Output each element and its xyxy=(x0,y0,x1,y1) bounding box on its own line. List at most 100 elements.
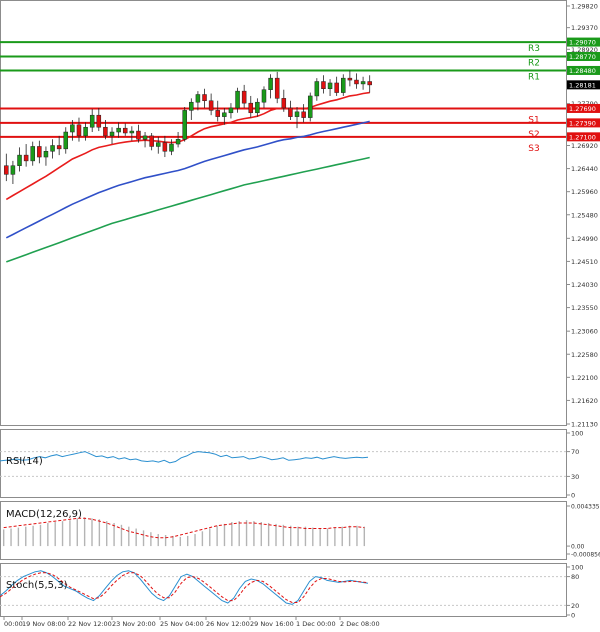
candle-body xyxy=(327,82,333,89)
candle-body xyxy=(334,82,339,93)
candle-body xyxy=(156,142,161,147)
candle-body xyxy=(367,81,372,86)
candle-body xyxy=(175,138,181,145)
price-tick-label: 1.22100 xyxy=(571,374,598,382)
level-name-r1: R1 xyxy=(528,72,540,82)
candle-body xyxy=(37,146,42,158)
candle-body xyxy=(321,81,326,89)
candle-body xyxy=(314,81,320,97)
candle-body xyxy=(142,135,148,140)
macd-panel xyxy=(0,501,567,560)
price-tick-label: 1.25480 xyxy=(571,211,598,219)
time-tick-label: 23 Nov 20:00 xyxy=(112,620,156,628)
level-price-label-s2: 1.27390 xyxy=(569,119,596,127)
level-name-r3: R3 xyxy=(528,44,540,54)
stoch-tick-label: 20 xyxy=(571,602,579,610)
candle-body xyxy=(347,77,353,81)
time-tick-label: 29 Nov 16:00 xyxy=(250,620,294,628)
level-price-tag-r3 xyxy=(567,37,600,47)
time-tick-label: 00:00 xyxy=(4,620,23,628)
candle-body xyxy=(294,111,300,117)
macd-tick-label: -0.000856 xyxy=(571,552,600,559)
candle-body xyxy=(129,130,135,134)
price-tick-label: 1.22580 xyxy=(571,351,598,359)
candle-body xyxy=(307,95,313,118)
macd-tick-label: 0.00 xyxy=(571,544,585,551)
price-tick-label: 1.24990 xyxy=(571,235,598,243)
current-price-label: 1.28181 xyxy=(569,81,596,89)
level-price-label-r2: 1.28770 xyxy=(569,53,596,61)
level-price-tag-r2 xyxy=(567,52,600,62)
candle-body xyxy=(23,154,29,162)
stoch-tick-label: 0 xyxy=(571,612,575,620)
candle-body xyxy=(195,94,201,103)
candle-body xyxy=(274,77,280,99)
candle-body xyxy=(76,124,82,137)
current-price-tag xyxy=(567,80,600,90)
level-price-label-r1: 1.28480 xyxy=(569,67,596,75)
candle-body xyxy=(182,110,187,140)
candle-body xyxy=(43,151,49,158)
price-tick-label: 1.24030 xyxy=(571,281,598,289)
stoch-signal-line xyxy=(0,572,369,603)
level-price-tag-s3 xyxy=(567,132,600,142)
level-name-r2: R2 xyxy=(528,59,540,69)
candle-body xyxy=(228,107,234,114)
candle-body xyxy=(202,94,207,102)
candle-body xyxy=(301,111,306,118)
candle-body xyxy=(341,77,346,93)
candle-body xyxy=(255,101,260,114)
candle-body xyxy=(162,142,168,152)
candle-body xyxy=(30,146,35,162)
level-name-s3: S3 xyxy=(528,144,539,154)
candle-body xyxy=(281,98,287,109)
rsi-title: RSI(14) xyxy=(6,456,43,467)
candle-body xyxy=(10,165,16,175)
candle-body xyxy=(208,100,214,111)
candle-body xyxy=(17,154,22,166)
candle-body xyxy=(116,127,121,133)
candle-body xyxy=(96,114,102,128)
rsi-tick-label: 100 xyxy=(571,430,583,438)
candle-body xyxy=(268,77,273,90)
level-price-label-s3: 1.27100 xyxy=(569,133,596,141)
rsi-tick-label: 70 xyxy=(571,448,579,456)
price-tick-label: 1.26440 xyxy=(571,165,598,173)
level-price-label-r3: 1.29070 xyxy=(569,39,596,47)
price-tick-label: 1.26920 xyxy=(571,142,598,150)
candle-body xyxy=(89,114,95,128)
price-tick-label: 1.28920 xyxy=(571,46,598,54)
stoch-panel xyxy=(0,563,567,617)
rsi-panel xyxy=(0,429,567,498)
candle-body xyxy=(288,107,293,117)
candle-body xyxy=(261,89,267,103)
candle-body xyxy=(83,126,88,137)
candle-body xyxy=(360,81,366,85)
level-price-tag-r1 xyxy=(567,65,600,75)
rsi-tick-label: 0 xyxy=(571,492,575,500)
candle-body xyxy=(169,143,174,152)
ma-slow-line xyxy=(6,156,370,263)
price-tick-label: 1.29820 xyxy=(571,3,598,11)
candle-body xyxy=(149,135,154,147)
rsi-tick-label: 30 xyxy=(571,473,579,481)
stoch-tick-label: 80 xyxy=(571,573,579,581)
macd-signal-line xyxy=(3,517,365,539)
candle-body xyxy=(241,90,247,104)
time-tick-label: 25 Nov 04:00 xyxy=(160,620,204,628)
price-tick-label: 1.21620 xyxy=(571,397,598,405)
candle-body xyxy=(50,145,55,152)
candle-body xyxy=(109,131,115,137)
time-tick-label: 1 Dec 00:00 xyxy=(296,620,336,628)
candle-body xyxy=(103,126,108,137)
price-panel xyxy=(0,0,567,426)
candle-body xyxy=(136,130,141,140)
level-price-tag-s2 xyxy=(567,118,600,128)
time-tick-label: 2 Dec 08:00 xyxy=(340,620,380,628)
price-tick-label: 1.23060 xyxy=(571,328,598,336)
stoch-main-line xyxy=(0,570,369,605)
rsi-line xyxy=(0,451,369,464)
candle-body xyxy=(63,131,69,150)
candle-body xyxy=(248,102,254,114)
